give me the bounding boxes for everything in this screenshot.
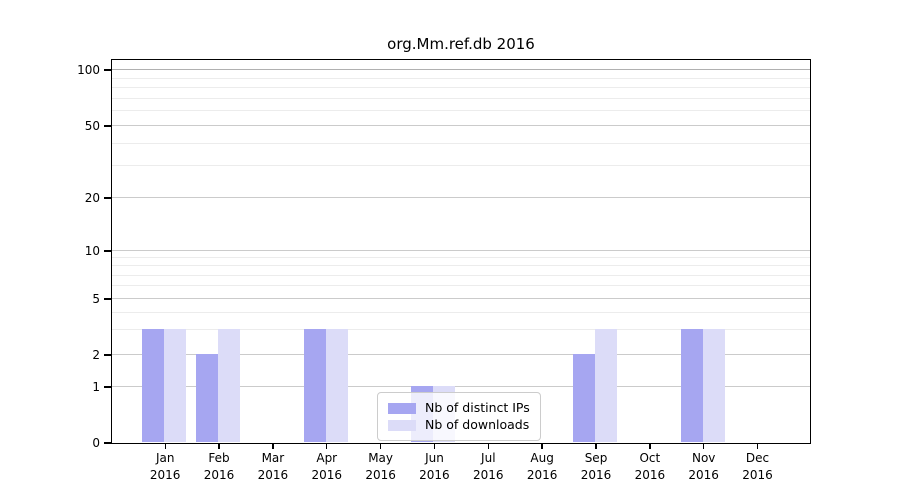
gridline-minor: [112, 97, 810, 99]
x-tick: [433, 443, 436, 449]
bar-distinct-ips: [196, 354, 219, 442]
x-tick-label: Jul 2016: [473, 451, 504, 482]
y-tick: [104, 442, 111, 444]
y-tick: [104, 354, 111, 356]
x-tick-label: Dec 2016: [742, 451, 773, 482]
y-tick-label: 0: [92, 436, 100, 450]
gridline-minor: [112, 311, 810, 313]
x-tick-label: Aug 2016: [526, 451, 558, 482]
gridline-major: [112, 354, 810, 355]
x-tick: [164, 443, 166, 449]
gridline-minor: [112, 257, 810, 259]
y-tick-label: 20: [84, 191, 100, 205]
x-tick-label: Jun 2016: [419, 451, 450, 482]
x-tick-label: Mar 2016: [257, 451, 289, 482]
x-tick-label: Feb 2016: [203, 451, 235, 482]
y-tick-label: 2: [92, 348, 100, 362]
x-tick: [487, 443, 489, 449]
x-tick: [541, 443, 543, 449]
plot-area: [111, 59, 811, 444]
y-tick-label: 10: [84, 244, 100, 258]
gridline-minor: [112, 165, 810, 167]
x-tick-label: Apr 2016: [311, 451, 343, 482]
y-tick: [104, 386, 111, 388]
bar-downloads: [702, 329, 725, 442]
y-tick-label: 1: [92, 380, 100, 394]
legend-entry-downloads: Nb of downloads: [388, 417, 530, 433]
x-tick: [756, 443, 759, 449]
y-tick: [104, 197, 111, 199]
gridline-minor: [112, 77, 810, 79]
gridline-major: [112, 69, 810, 70]
legend-swatch-distinct-ips: [388, 402, 416, 414]
legend-swatch-downloads: [388, 419, 416, 431]
x-tick-label: Sep 2016: [580, 451, 612, 482]
gridline-minor: [112, 285, 810, 287]
legend: Nb of distinct IPs Nb of downloads: [377, 392, 541, 441]
y-tick: [104, 69, 111, 71]
bar-downloads: [164, 329, 187, 442]
y-tick-label: 5: [92, 292, 100, 306]
gridline-major: [112, 125, 810, 126]
gridline-minor: [112, 87, 810, 89]
x-tick: [703, 443, 705, 449]
gridline-minor: [112, 329, 810, 331]
gridline-minor: [112, 274, 810, 276]
chart-title: org.Mm.ref.db 2016: [387, 35, 535, 53]
bar-downloads: [325, 329, 348, 442]
legend-label-downloads: Nb of downloads: [425, 417, 530, 432]
gridline-major: [112, 197, 810, 198]
x-tick-label: Jan 2016: [149, 451, 181, 482]
x-tick: [272, 443, 274, 449]
x-tick: [326, 443, 328, 449]
gridline-minor: [112, 110, 810, 112]
legend-label-distinct-ips: Nb of distinct IPs: [425, 400, 530, 415]
x-tick: [595, 443, 597, 449]
x-tick: [379, 443, 382, 449]
x-tick: [649, 443, 651, 449]
bar-distinct-ips: [142, 329, 165, 442]
x-tick-label: May 2016: [365, 451, 396, 482]
y-tick-label: 100: [77, 63, 100, 77]
legend-entry-distinct-ips: Nb of distinct IPs: [388, 400, 530, 416]
y-tick-label: 50: [84, 119, 100, 133]
gridline-minor: [112, 265, 810, 267]
gridline-minor: [112, 142, 810, 144]
x-tick-label: Oct 2016: [634, 451, 666, 482]
gridline-major: [112, 298, 810, 299]
gridline-major: [112, 386, 810, 387]
x-tick-label: Nov 2016: [688, 451, 719, 482]
bar-downloads: [595, 329, 617, 442]
bar-distinct-ips: [573, 354, 595, 442]
y-tick: [104, 125, 111, 127]
y-tick: [104, 250, 111, 252]
x-tick: [218, 443, 220, 449]
gridline-major: [112, 250, 810, 251]
bar-distinct-ips: [680, 329, 703, 442]
y-tick: [104, 298, 111, 300]
bar-distinct-ips: [303, 329, 326, 442]
bar-downloads: [218, 329, 241, 442]
